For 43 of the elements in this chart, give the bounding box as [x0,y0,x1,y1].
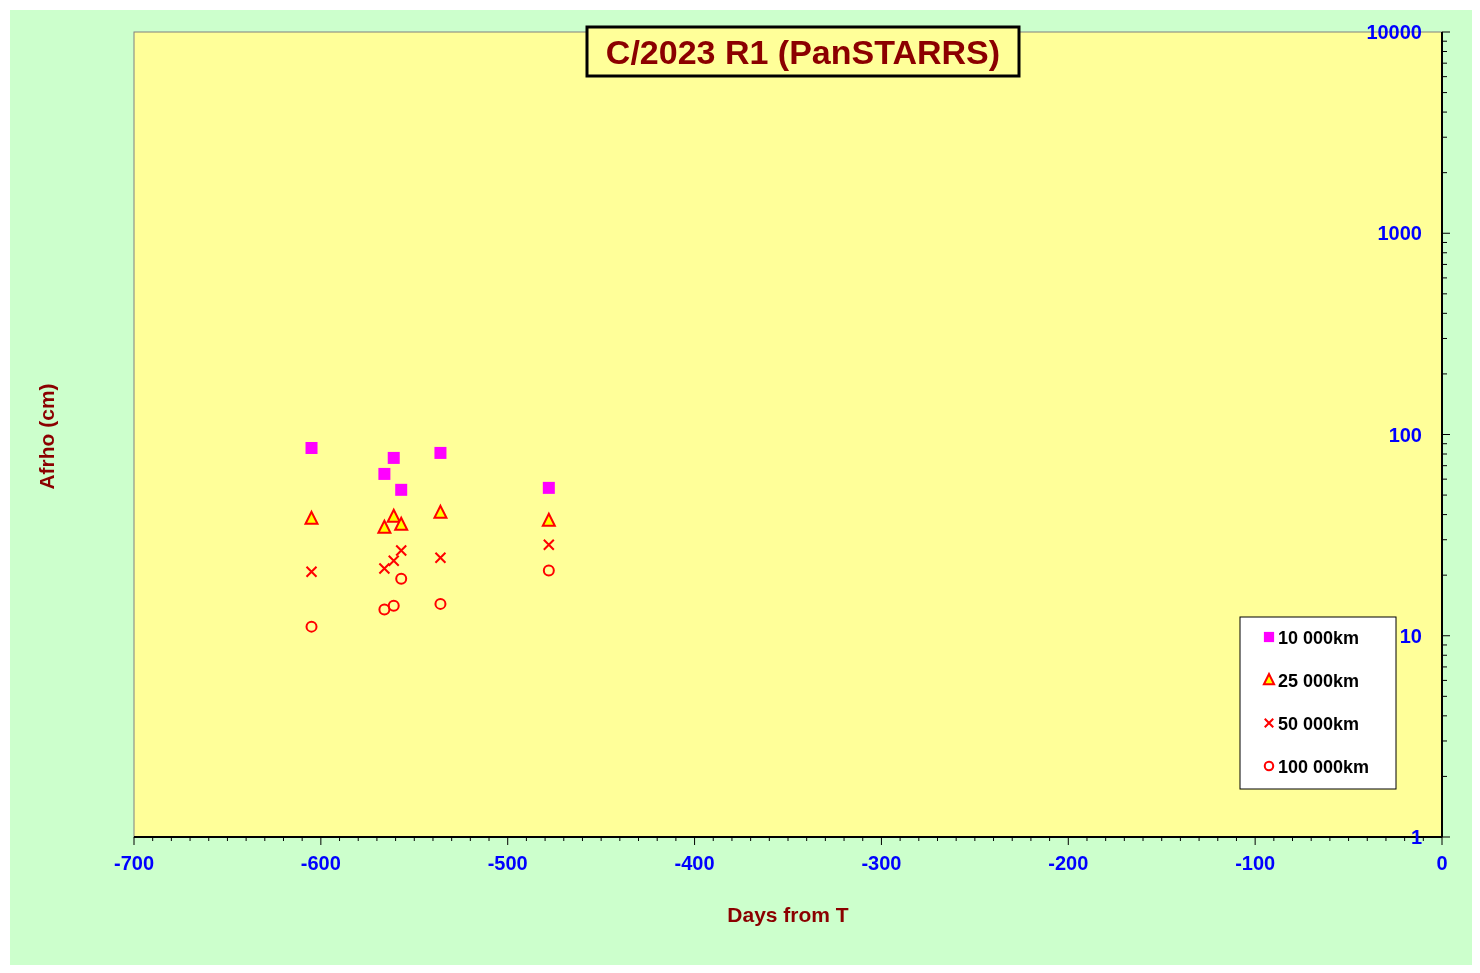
point [542,481,555,494]
x-tick-label: -600 [300,852,341,874]
y-axis-title: Afrho (cm) [35,383,58,490]
legend-label: 50 000km [1278,714,1360,734]
point [305,620,318,633]
point [542,564,555,577]
y-tick-label: 1000 [1377,222,1422,245]
point [378,467,391,480]
x-tick-label: -100 [1235,852,1276,874]
x-axis-title: Days from T [727,903,849,926]
point [434,446,447,459]
x-tick-label: -700 [113,852,155,874]
y-tick-label: 10 [1399,624,1422,647]
legend-label: 100 000km [1278,757,1370,777]
x-tick-label: -200 [1048,852,1089,874]
x-tick-label: -300 [861,852,902,874]
point [387,554,400,567]
point [387,599,400,612]
point [433,504,448,519]
point [305,441,318,454]
x-tick-label: -400 [674,852,715,874]
point [394,516,409,531]
point [378,562,391,575]
point [395,544,408,557]
point [386,508,401,523]
point [395,572,408,585]
chart-title: C/2023 R1 (PanSTARRS) [605,33,1001,71]
point [541,512,556,527]
legend-label: 25 000km [1278,671,1360,691]
point [434,551,447,564]
point [377,519,392,534]
y-tick-label: 10000 [1366,21,1422,43]
point [542,538,555,551]
y-tick-label: 100 [1388,423,1422,446]
x-tick-label: -500 [487,852,528,874]
point [434,597,447,610]
point [395,483,408,496]
point [378,603,391,616]
x-tick-label: 0 [1436,852,1448,874]
point [304,510,319,525]
legend-label: 10 000km [1278,628,1360,648]
point [387,451,400,464]
point [305,565,318,578]
